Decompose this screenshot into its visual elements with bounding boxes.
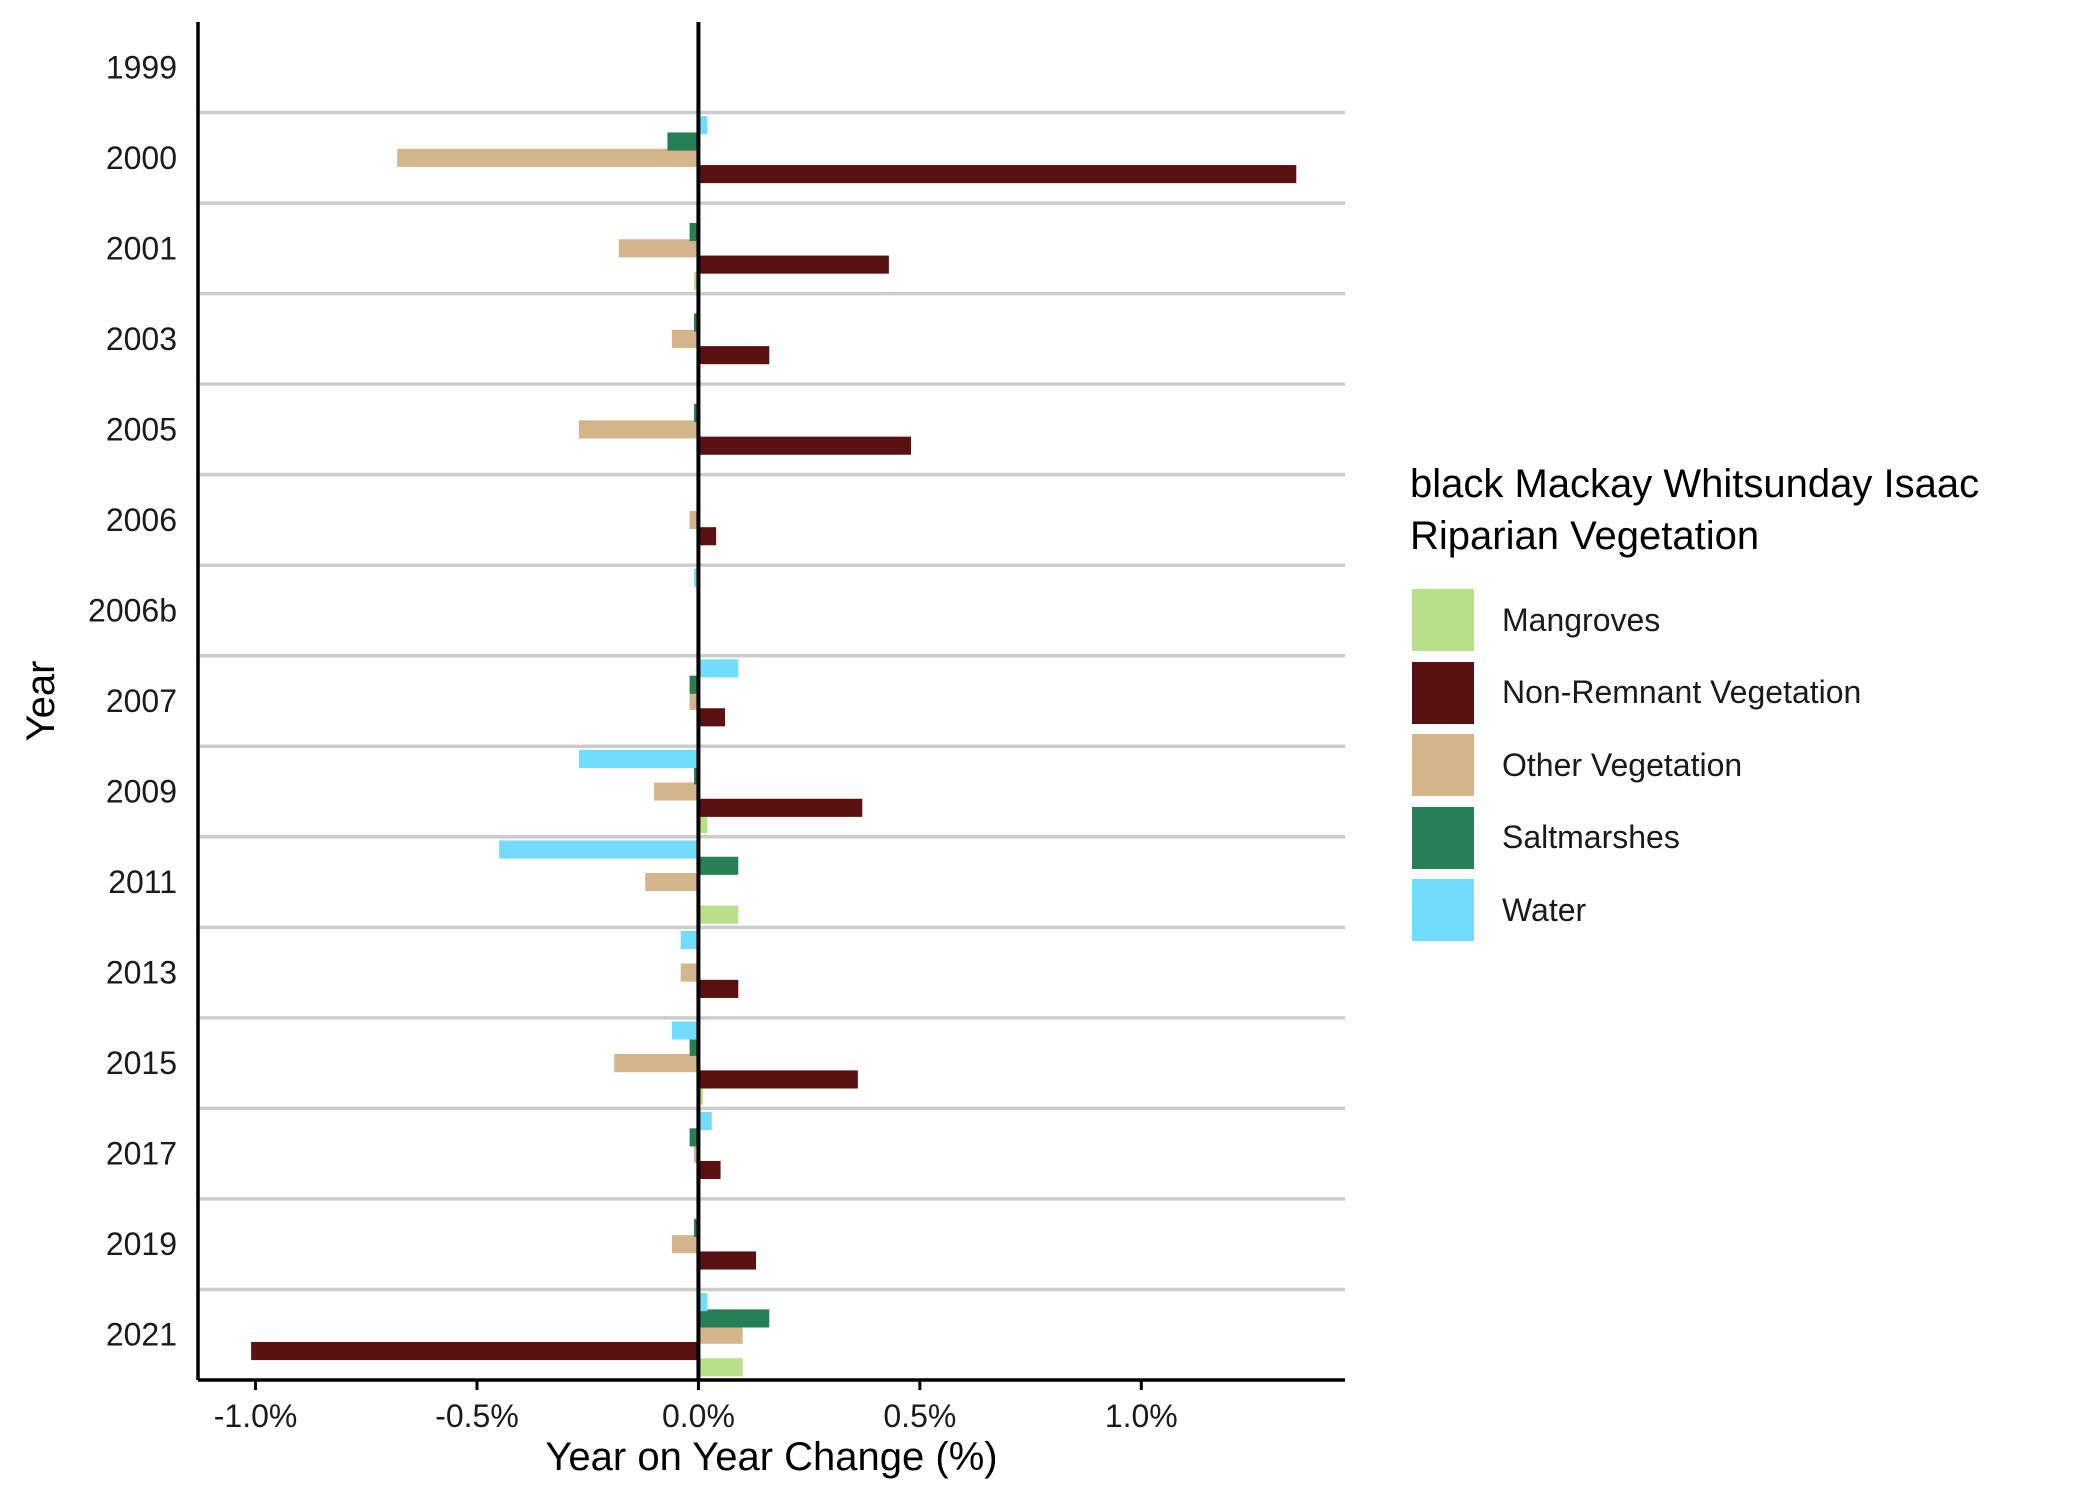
bar-water-2013 (680, 930, 699, 950)
bar-non-remnant-vegetation-2007 (698, 708, 725, 727)
bar-saltmarshes-2009 (694, 766, 699, 785)
x-tick-label: 0.0% (662, 1398, 735, 1434)
bar-non-remnant-vegetation-2000 (698, 165, 1297, 184)
y-tick-label-2019: 2019 (106, 1226, 177, 1262)
legend-label-water: Water (1502, 891, 1587, 928)
bar-non-remnant-vegetation-2003 (698, 346, 770, 365)
bar-other-vegetation-2007 (689, 691, 699, 711)
bar-mangroves-2021 (698, 1358, 743, 1377)
bar-non-remnant-vegetation-2021 (251, 1341, 699, 1361)
y-tick-label-2017: 2017 (106, 1136, 177, 1172)
bar-water-2006b (694, 568, 699, 587)
bar-other-vegetation-2013 (680, 963, 699, 982)
bar-saltmarshes-2003 (694, 313, 699, 332)
legend-title: black Mackay Whitsunday Isaac Riparian V… (1410, 458, 1979, 562)
legend-label-non-remnant-vegetation: Non-Remnant Vegetation (1502, 674, 1862, 711)
y-tick-label-2011: 2011 (108, 864, 177, 900)
bar-non-remnant-vegetation-2001 (698, 255, 889, 274)
x-tick-label: -1.0% (214, 1398, 298, 1434)
legend: black Mackay Whitsunday Isaac Riparian V… (1410, 458, 1979, 947)
legend-item-saltmarshes: Saltmarshes (1410, 802, 1979, 875)
legend-key-non-remnant-vegetation (1410, 659, 1476, 726)
bar-other-vegetation-2003 (671, 329, 699, 348)
bar-water-2007 (698, 659, 739, 678)
bar-saltmarshes-2017 (689, 1128, 699, 1147)
legend-label-other-vegetation: Other Vegetation (1502, 746, 1743, 783)
bar-mangroves-2001 (694, 271, 699, 290)
bars (251, 116, 1297, 1377)
y-axis-title: Year (19, 661, 63, 742)
bar-water-2015 (671, 1021, 699, 1040)
grid-lines (198, 110, 1345, 1292)
bar-other-vegetation-2017 (694, 1144, 699, 1163)
bar-other-vegetation-2021 (698, 1325, 743, 1344)
bar-non-remnant-vegetation-2017 (698, 1160, 721, 1180)
y-tick-label-2013: 2013 (106, 955, 177, 991)
bar-non-remnant-vegetation-2019 (698, 1251, 756, 1270)
y-tick-label-2015: 2015 (106, 1045, 177, 1081)
bar-other-vegetation-2001 (618, 239, 699, 258)
legend-key-water (1410, 877, 1476, 944)
legend-label-mangroves: Mangroves (1502, 601, 1661, 638)
legend-key-mangroves (1410, 587, 1476, 654)
legend-key-other-vegetation (1410, 732, 1476, 799)
bar-mangroves-2009 (698, 815, 708, 834)
y-tick-label-2001: 2001 (106, 230, 177, 266)
bar-other-vegetation-2005 (578, 420, 699, 439)
y-tick-label-2006: 2006 (106, 502, 177, 538)
bar-non-remnant-vegetation-2015 (698, 1070, 858, 1089)
bar-saltmarshes-2015 (689, 1037, 699, 1056)
bar-mangroves-2015 (698, 1086, 703, 1105)
legend-item-other-vegetation: Other Vegetation (1410, 729, 1979, 802)
x-tick-label: 1.0% (1105, 1398, 1178, 1434)
bar-other-vegetation-2000 (397, 148, 699, 167)
y-tick-label-2009: 2009 (106, 774, 177, 810)
y-tick-labels: 1999 2000 2001 2003 2005 2006 2006b 2007 2009 201… (88, 49, 177, 1352)
bar-water-2009 (578, 749, 699, 768)
legend-title-line-1: black Mackay Whitsunday Isaac (1410, 462, 1980, 506)
bar-non-remnant-vegetation-2009 (698, 798, 863, 817)
bar-non-remnant-vegetation-2005 (698, 436, 911, 455)
legend-item-mangroves: Mangroves (1410, 584, 1979, 657)
legend-item-water: Water (1410, 874, 1979, 947)
bar-other-vegetation-2019 (671, 1235, 699, 1254)
bar-water-2017 (698, 1112, 712, 1131)
bar-water-2000 (698, 116, 708, 135)
x-tick-labels: -1.0% -0.5% 0.0% 0.5% 1.0% (214, 1380, 1178, 1434)
bar-saltmarshes-2001 (689, 222, 699, 242)
bar-mangroves-2011 (698, 905, 739, 924)
bar-saltmarshes-2019 (694, 1218, 699, 1237)
bar-saltmarshes-2007 (689, 675, 699, 694)
bar-non-remnant-vegetation-2013 (698, 979, 739, 998)
legend-list: Mangroves Non-Remnant Vegetation Other Veg… (1410, 584, 1979, 947)
y-tick-label-2005: 2005 (106, 411, 177, 447)
y-tick-label-2007: 2007 (106, 683, 177, 719)
bar-saltmarshes-2021 (698, 1309, 770, 1328)
x-axis-title: Year on Year Change (%) (545, 1435, 997, 1479)
bar-water-2021 (698, 1293, 708, 1312)
bar-other-vegetation-2006 (689, 510, 699, 529)
legend-label-saltmarshes: Saltmarshes (1502, 819, 1680, 856)
bar-saltmarshes-2000 (667, 132, 699, 151)
legend-title-line-2: Riparian Vegetation (1410, 514, 1760, 558)
y-tick-label-2021: 2021 (106, 1317, 177, 1353)
legend-item-non-remnant-vegetation: Non-Remnant Vegetation (1410, 657, 1979, 730)
bar-saltmarshes-2005 (694, 404, 699, 423)
bar-other-vegetation-2011 (645, 873, 699, 892)
x-tick-label: 0.5% (883, 1398, 956, 1434)
y-tick-label-2000: 2000 (106, 140, 177, 176)
y-tick-label-2003: 2003 (106, 321, 177, 357)
y-tick-label-2006b: 2006b (88, 592, 177, 628)
x-tick-label: -0.5% (435, 1398, 519, 1434)
bar-water-2011 (499, 840, 699, 859)
bar-non-remnant-vegetation-2006 (698, 527, 717, 546)
bar-saltmarshes-2011 (698, 856, 739, 875)
bar-other-vegetation-2015 (614, 1054, 699, 1073)
bar-other-vegetation-2009 (654, 782, 699, 801)
legend-key-saltmarshes (1410, 804, 1476, 871)
y-tick-label-1999: 1999 (106, 49, 177, 85)
